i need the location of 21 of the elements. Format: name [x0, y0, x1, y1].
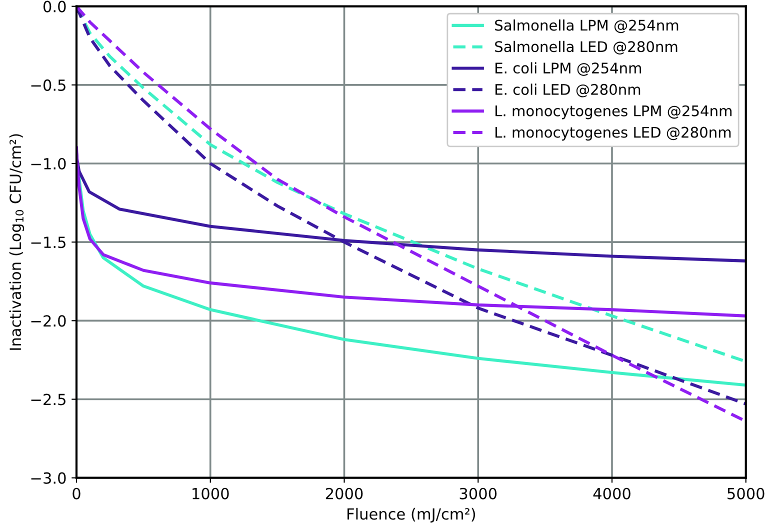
y-tick-label: −0.5	[31, 79, 66, 91]
legend-label: Salmonella LPM @254nm	[495, 19, 678, 34]
y-tick-label: −1.0	[31, 158, 66, 170]
legend-label: E. coli LED @280nm	[496, 84, 640, 98]
legend-label: L. monocytogenes LED @280nm	[496, 126, 731, 141]
legend-label: E. coli LPM @254nm	[496, 62, 642, 76]
legend-label: Salmonella LED @280nm	[495, 40, 678, 54]
y-tick-label: −2.5	[31, 394, 66, 406]
x-tick-label: 5000	[728, 488, 764, 500]
y-tick-label: −1.5	[31, 236, 66, 248]
x-tick-label: 4000	[593, 488, 630, 500]
x-tick-label: 1000	[192, 488, 229, 500]
x-axis-title: Fluence (mJ/cm²)	[348, 508, 476, 523]
legend-label: L. monocytogenes LPM @254nm	[496, 105, 732, 120]
y-tick-label: 0.0	[43, 0, 66, 12]
x-tick-label: 2000	[326, 488, 363, 500]
x-tick-label: 3000	[460, 488, 497, 500]
y-tick-label: −3.0	[31, 472, 66, 484]
x-tick-label: 0	[72, 488, 80, 500]
y-tick-label: −2.0	[31, 315, 66, 327]
y-axis-title: Inactivation (Log$_{10}$ CFU/cm²)	[9, 134, 24, 350]
